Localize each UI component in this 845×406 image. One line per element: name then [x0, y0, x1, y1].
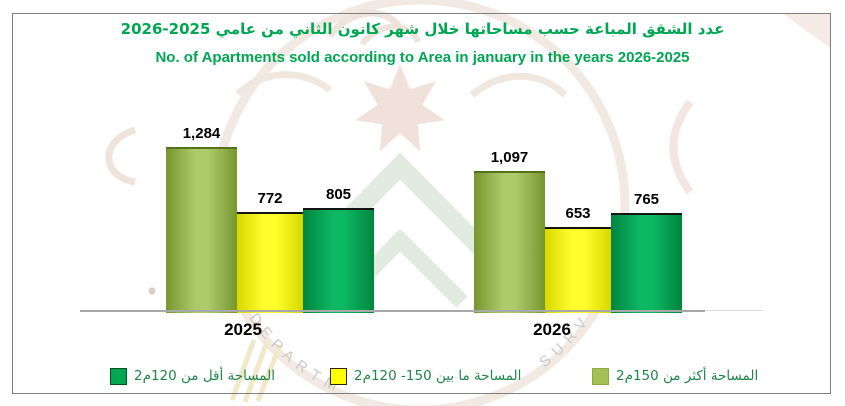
bar-value-label: 765 [633, 191, 660, 208]
bar-value-label: 1,284 [182, 125, 221, 142]
chart-border-box [12, 13, 831, 394]
bar-2026-series0 [474, 171, 545, 313]
legend: المساحة أقل من 120م2 المساحة ما بين 150-… [0, 364, 845, 388]
legend-label: المساحة ما بين 150- 120م2 [354, 368, 522, 384]
seal-stripe [255, 344, 283, 402]
x-axis-line-extension [705, 310, 763, 311]
legend-entry-less-120: المساحة أقل من 120م2 [110, 364, 275, 388]
bar-value-label: 805 [325, 186, 352, 203]
legend-swatch-olive [592, 367, 609, 385]
legend-swatch-yellow [330, 367, 347, 385]
legend-entry-120-150: المساحة ما بين 150- 120م2 [330, 364, 521, 388]
seal-calligraphy-stroke [669, 99, 694, 195]
legend-label: المساحة أكثر من 150م2 [616, 368, 759, 384]
corner-decoration [782, 13, 830, 48]
bar-2025-series0 [166, 147, 237, 313]
bar-2026-series2 [611, 213, 682, 313]
legend-label: المساحة أقل من 120م2 [134, 368, 275, 384]
x-axis-line [80, 310, 705, 312]
seal-stripe [229, 339, 257, 401]
seal-calligraphy-stroke [469, 72, 568, 98]
category-label-2026: 2026 [533, 320, 571, 339]
bar-value-label: 1,097 [490, 149, 529, 166]
seven-pointed-star-icon [355, 64, 445, 152]
chart-title-english: No. of Apartments sold according to Area… [155, 49, 690, 66]
seal-calligraphy-stroke [235, 71, 333, 97]
bar-value-label: 653 [565, 205, 591, 222]
seal-stripe [242, 341, 270, 403]
seal-calligraphy-stroke [359, 23, 421, 47]
category-label-2025: 2025 [224, 320, 262, 339]
legend-swatch-green [110, 367, 127, 385]
bar-value-label: 772 [257, 190, 283, 207]
legend-entry-more-150: المساحة أكثر من 150م2 [592, 364, 758, 388]
chart-title-arabic: عدد الشقق المباعة حسب مساحاتها خلال شهر … [120, 20, 725, 38]
seal-dot [148, 287, 156, 295]
bar-2026-series1 [545, 227, 611, 313]
bar-2025-series2 [303, 208, 374, 313]
bar-2025-series1 [237, 212, 303, 313]
seal-calligraphy-stroke [105, 126, 137, 186]
